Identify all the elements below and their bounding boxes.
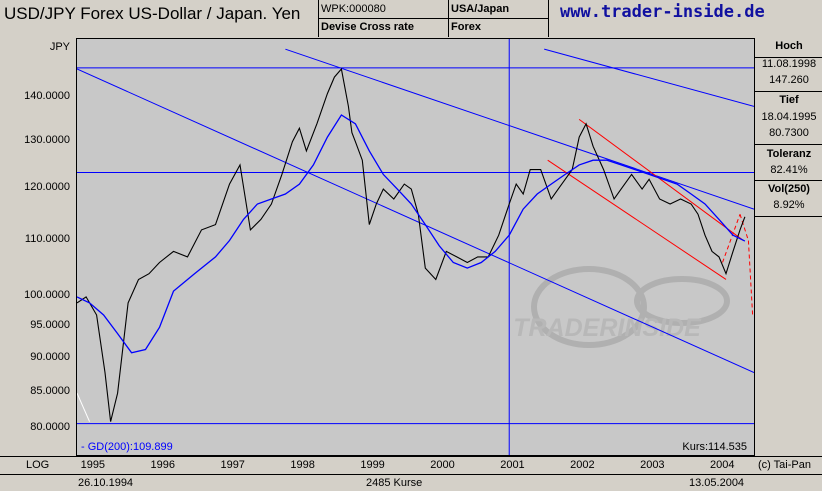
category-label: Forex	[451, 21, 481, 33]
y-tick-label: 110.0000	[24, 232, 70, 245]
price-chart: TRADERINSIDE - GD(200):109.899 Kurs:114.…	[77, 39, 754, 455]
hoch-date: 11.08.1998	[761, 58, 817, 70]
tief-value: 80.7300	[769, 127, 809, 139]
y-axis-label: JPY	[49, 41, 70, 53]
x-tick-label: 1997	[220, 459, 245, 471]
tief-date: 18.04.1995	[761, 111, 817, 123]
sidebar-divider	[755, 91, 822, 92]
wpk-label: WPK:000080	[321, 3, 386, 15]
hoch-label: Hoch	[775, 40, 803, 52]
y-axis: JPY 140.0000 130.0000 120.0000 110.0000 100.…	[0, 38, 76, 456]
x-tick-label: 1998	[290, 459, 315, 471]
toleranz-label: Toleranz	[766, 148, 812, 160]
watermark: TRADERINSIDE	[513, 266, 730, 348]
y-tick-label: 80.0000	[30, 421, 70, 433]
toleranz-value: 82.41%	[770, 164, 808, 176]
sidebar-divider	[755, 216, 822, 217]
x-tick-label: 1999	[360, 459, 385, 471]
start-date: 26.10.1994	[78, 477, 134, 489]
channel-line-lower	[547, 159, 727, 280]
vol-value: 8.92%	[773, 199, 805, 211]
forecast-up	[722, 214, 741, 263]
x-tick-label: 2002	[570, 459, 595, 471]
last-price-label: Kurs:114.535	[682, 441, 747, 453]
quote-count: 2485 Kurse	[366, 477, 423, 489]
axis-divider	[0, 456, 822, 457]
y-tick-label: 140.0000	[24, 89, 70, 102]
tief-label: Tief	[779, 94, 799, 106]
chart-title: USD/JPY Forex US-Dollar / Japan. Yen	[4, 4, 301, 23]
subtitle-label: Devise Cross rate	[321, 21, 414, 33]
x-tick-label: 2000	[430, 459, 455, 471]
y-tick-label: 130.0000	[24, 133, 70, 146]
scale-label: LOG	[26, 459, 50, 471]
end-date: 13.05.2004	[689, 477, 745, 489]
ma-line	[77, 114, 746, 354]
support-marker	[77, 392, 91, 422]
trend-line-lower	[77, 68, 754, 374]
sidebar-divider	[755, 144, 822, 145]
plot-area: TRADERINSIDE - GD(200):109.899 Kurs:114.…	[76, 38, 755, 456]
forecast-down	[747, 240, 754, 316]
header-divider	[318, 18, 548, 19]
y-tick-label: 90.0000	[30, 351, 70, 364]
y-tick-label: 85.0000	[30, 385, 70, 398]
x-tick-label: 2001	[500, 459, 525, 471]
forecast-top	[739, 214, 749, 241]
y-tick-label: 95.0000	[30, 319, 70, 332]
sidebar-divider	[755, 57, 822, 58]
vol-label: Vol(250)	[768, 183, 810, 195]
watermark-bull-icon	[531, 266, 647, 348]
sidebar-divider	[755, 180, 822, 181]
header-divider	[548, 0, 549, 37]
x-tick-label: 1995	[80, 459, 106, 471]
watermark-bear-icon	[634, 276, 730, 326]
price-line	[77, 67, 746, 422]
site-logo[interactable]: www.trader-inside.de	[560, 2, 765, 22]
hoch-value: 147.260	[769, 74, 809, 86]
ma-label: - GD(200):109.899	[81, 441, 173, 453]
watermark-text: TRADERINSIDE	[513, 314, 702, 342]
region-label: USA/Japan	[451, 3, 510, 15]
y-tick-label: 100.0000	[24, 288, 70, 301]
trend-line-middle	[285, 48, 754, 210]
trend-line-upper	[544, 48, 754, 107]
y-tick-label: 120.0000	[24, 181, 70, 194]
axis-divider	[0, 474, 822, 475]
x-tick-label: 2003	[640, 459, 665, 471]
x-tick-label: 2004	[710, 459, 735, 471]
copyright-label: (c) Tai-Pan	[758, 459, 811, 471]
x-tick-label: 1996	[150, 459, 175, 471]
channel-line-upper	[578, 118, 744, 241]
